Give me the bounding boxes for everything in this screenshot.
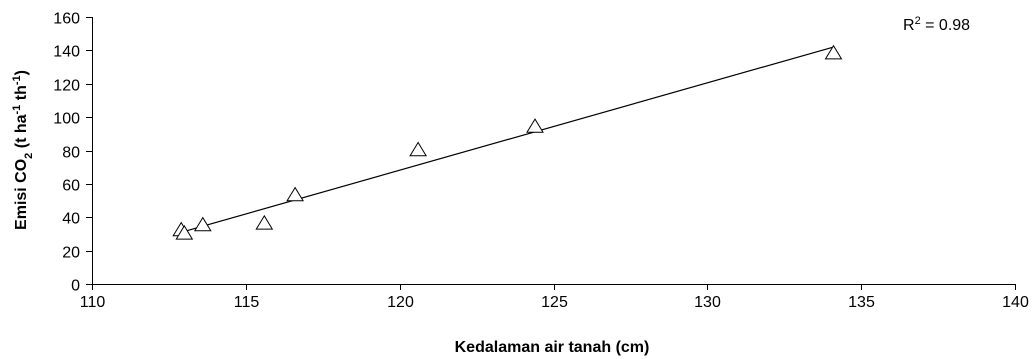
x-axis-ticks: 110 115 120 125 130 135 140 xyxy=(80,284,1029,311)
y-axis-ticks: 0 20 40 60 80 100 120 140 160 xyxy=(53,11,92,295)
y-tick-label: 160 xyxy=(53,11,80,28)
data-point xyxy=(409,141,427,157)
r-squared-sup: 2 xyxy=(915,15,921,27)
x-axis-title: Kedalaman air tanah (cm) xyxy=(455,339,650,356)
y-axis-title-sub: 2 xyxy=(23,153,35,159)
y-tick-label: 140 xyxy=(53,44,80,61)
y-axis-title-suffix: ) xyxy=(13,70,30,75)
r-squared-annotation: R2 = 0.98 xyxy=(903,15,970,34)
data-point xyxy=(286,186,304,202)
y-axis-title-mid1: (t ha xyxy=(13,114,30,152)
r-squared-value: = 0.98 xyxy=(921,17,970,34)
x-tick-label: 120 xyxy=(387,294,414,311)
data-point xyxy=(824,44,843,60)
y-tick-label: 80 xyxy=(62,145,80,162)
y-axis-title: Emisi CO2 (t ha-1 th-1) xyxy=(11,70,35,230)
data-point xyxy=(175,224,194,240)
trendline xyxy=(181,46,834,233)
y-tick-label: 0 xyxy=(71,278,80,295)
x-tick-label: 125 xyxy=(541,294,568,311)
data-point xyxy=(193,216,212,232)
y-tick-label: 120 xyxy=(53,78,80,95)
x-tick-label: 130 xyxy=(694,294,721,311)
y-axis-title-prefix: Emisi CO xyxy=(13,159,30,230)
x-tick-label: 115 xyxy=(234,294,260,311)
x-tick-label: 140 xyxy=(1002,294,1029,311)
y-tick-label: 60 xyxy=(62,178,80,195)
y-axis-title-sup1: -1 xyxy=(11,105,23,115)
r-squared-label: R xyxy=(903,17,915,34)
data-point xyxy=(526,118,544,133)
data-point xyxy=(255,214,274,230)
y-axis-title-mid2: th xyxy=(13,85,30,105)
x-tick-label: 135 xyxy=(848,294,875,311)
y-tick-label: 100 xyxy=(53,111,80,128)
axes xyxy=(92,17,1015,285)
y-tick-label: 20 xyxy=(62,245,80,262)
y-tick-label: 40 xyxy=(62,211,80,228)
x-tick-label: 110 xyxy=(80,294,106,311)
data-points xyxy=(172,44,843,240)
y-axis-title-sup2: -1 xyxy=(11,75,23,85)
